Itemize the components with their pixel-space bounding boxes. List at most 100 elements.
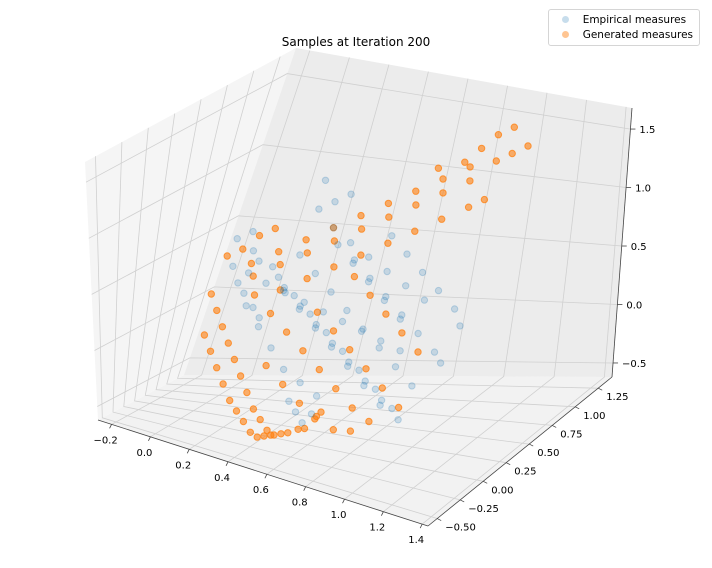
y-tick-mark bbox=[460, 499, 465, 503]
point-empirical bbox=[359, 325, 367, 333]
x-tick-label: 1.4 bbox=[408, 535, 424, 546]
grid-line-x bbox=[111, 50, 311, 425]
point-generated bbox=[477, 144, 486, 153]
point-generated bbox=[438, 215, 446, 223]
point-empirical bbox=[402, 282, 410, 290]
point-generated bbox=[236, 372, 245, 380]
point-generated bbox=[294, 425, 302, 433]
point-empirical bbox=[391, 363, 400, 371]
y-tick-label: 0.00 bbox=[491, 485, 513, 496]
y-tick-mark bbox=[483, 480, 488, 484]
z-tick-label: 0.5 bbox=[631, 242, 647, 253]
grid-line-z bbox=[88, 144, 627, 239]
point-empirical bbox=[349, 259, 357, 267]
x-tick-mark bbox=[186, 449, 190, 454]
point-generated bbox=[282, 328, 291, 336]
point-generated bbox=[271, 224, 279, 233]
point-generated bbox=[466, 177, 474, 185]
grid-line-z bbox=[85, 73, 631, 183]
point-empirical bbox=[355, 366, 363, 374]
grid-lines bbox=[85, 50, 631, 525]
point-generated bbox=[267, 431, 275, 439]
point-empirical bbox=[396, 347, 404, 355]
point-empirical bbox=[377, 337, 385, 345]
point-empirical bbox=[396, 315, 404, 323]
left-wall-pane bbox=[85, 48, 296, 420]
point-generated bbox=[260, 432, 268, 440]
point-generated bbox=[224, 339, 233, 347]
x-tick-mark bbox=[264, 474, 268, 479]
point-generated bbox=[357, 251, 365, 259]
point-empirical bbox=[312, 320, 320, 329]
legend-item-generated: Generated measures bbox=[553, 27, 693, 42]
point-empirical bbox=[267, 344, 275, 352]
point-generated bbox=[250, 291, 259, 299]
point-generated bbox=[398, 329, 406, 337]
point-empirical bbox=[300, 298, 308, 306]
point-empirical bbox=[311, 269, 319, 278]
point-empirical bbox=[319, 308, 327, 316]
point-generated bbox=[332, 385, 340, 393]
point-generated bbox=[394, 403, 403, 412]
point-generated bbox=[384, 199, 393, 208]
point-generated bbox=[492, 157, 500, 165]
point-empirical bbox=[311, 324, 320, 332]
point-empirical bbox=[269, 263, 277, 271]
point-empirical bbox=[329, 224, 338, 232]
tick-labels: −0.2 0.0 0.2 0.4 0.6 0.8 1.0 1.2 1.4 −0.50 −0.25 0.… bbox=[93, 125, 655, 546]
scatter-points bbox=[200, 123, 532, 441]
y-tick-label: 1.25 bbox=[606, 392, 628, 403]
grid-line-x bbox=[188, 64, 390, 450]
point-generated bbox=[329, 224, 338, 232]
point-generated bbox=[510, 123, 518, 131]
grid-line-x bbox=[305, 85, 508, 488]
axis-panes bbox=[85, 48, 632, 526]
y-tick-mark bbox=[506, 462, 511, 466]
point-empirical bbox=[418, 268, 427, 277]
point-generated bbox=[213, 306, 221, 315]
x-tick-mark bbox=[380, 511, 384, 516]
point-empirical bbox=[414, 329, 422, 338]
z-tick-label: −0.5 bbox=[622, 359, 646, 370]
point-generated bbox=[303, 249, 311, 257]
point-generated bbox=[247, 259, 256, 268]
point-empirical bbox=[357, 327, 366, 335]
point-generated bbox=[277, 430, 285, 438]
point-generated bbox=[439, 189, 447, 197]
y-tick-mark bbox=[598, 387, 603, 391]
grid-line-y bbox=[95, 156, 438, 519]
point-generated bbox=[230, 355, 239, 364]
point-generated bbox=[223, 252, 231, 260]
point-empirical bbox=[249, 227, 257, 236]
point-empirical bbox=[262, 279, 270, 287]
point-generated bbox=[382, 310, 390, 318]
point-generated bbox=[255, 231, 264, 240]
y-tick-label: −0.25 bbox=[468, 504, 499, 515]
point-generated bbox=[213, 364, 221, 372]
point-empirical bbox=[398, 311, 406, 319]
y-tick-mark bbox=[529, 443, 534, 447]
point-generated bbox=[466, 163, 474, 171]
point-empirical bbox=[295, 305, 304, 313]
grid-line-x bbox=[344, 92, 548, 500]
point-empirical bbox=[244, 269, 253, 277]
point-generated bbox=[219, 380, 227, 388]
point-generated bbox=[357, 211, 365, 220]
point-empirical bbox=[296, 378, 304, 387]
point-empirical bbox=[233, 235, 241, 243]
point-generated bbox=[461, 158, 469, 166]
grid-line-y bbox=[123, 127, 484, 482]
point-generated bbox=[218, 323, 227, 331]
point-empirical bbox=[436, 359, 445, 367]
legend-marker-empirical bbox=[561, 16, 569, 23]
grid-line-y bbox=[134, 113, 507, 464]
point-generated bbox=[384, 239, 392, 247]
point-empirical bbox=[347, 190, 355, 198]
point-empirical bbox=[280, 283, 288, 292]
point-generated bbox=[253, 433, 261, 441]
point-generated bbox=[348, 404, 356, 412]
y-tick-label: 0.25 bbox=[514, 467, 536, 478]
y-tick-mark bbox=[437, 518, 442, 521]
point-empirical bbox=[420, 296, 429, 304]
point-generated bbox=[412, 201, 420, 209]
